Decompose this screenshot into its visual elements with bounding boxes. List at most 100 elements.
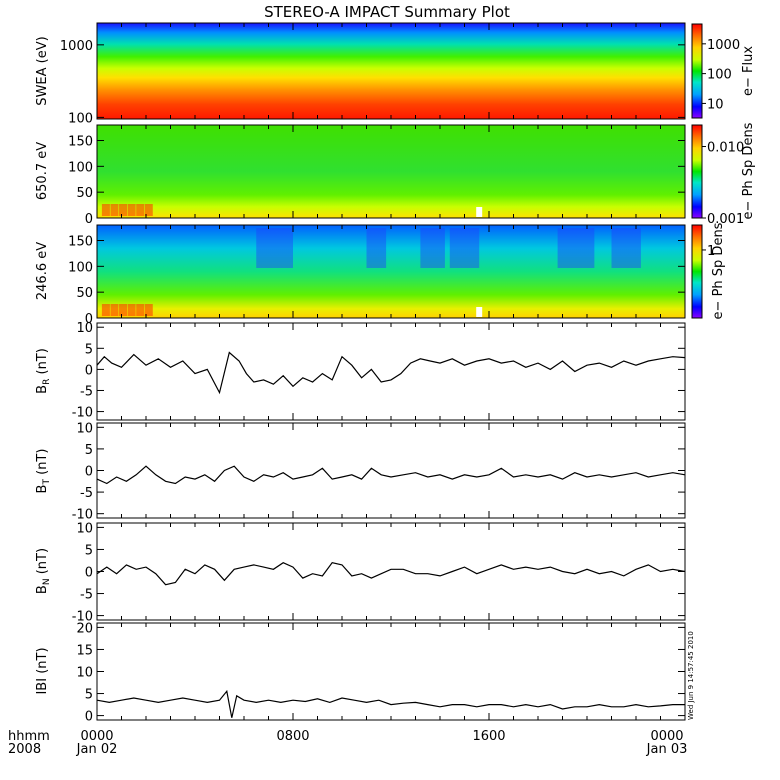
btot-ylabel-unit: (nT) (35, 647, 50, 673)
bn-ylabel: BN (nT) (35, 548, 52, 594)
pad246-depletion-1 (366, 228, 387, 268)
ytick-label-3-0: 10 (76, 321, 93, 336)
tick-time-2: 1600 (472, 729, 505, 744)
time-axis-labels: hhmm 2008 0000 Jan 02 0800 1600 0000 Jan… (8, 729, 687, 757)
panel-bt: 10 5 0 -5 -10 BT (nT) (35, 421, 686, 523)
cbtick-label-0-1: 100 (707, 68, 732, 83)
tick-date-3: Jan 03 (646, 742, 688, 757)
pad-650-axis: 150 100 50 0 (68, 135, 685, 227)
ytick-label-6-3: 5 (85, 688, 93, 703)
br-ylabel-main: B (35, 385, 50, 394)
bn-ylabel-sub: N (42, 578, 52, 585)
bn-frame (96, 522, 686, 621)
pad246-depletion-4 (557, 228, 595, 268)
btot-ylabel-main: IBI (35, 678, 50, 695)
pad-650-colorbar-axis: 0.010 0.001 (702, 141, 744, 227)
br-ylabel-sub: R (42, 379, 52, 385)
ytick-label-2-2: 50 (76, 286, 93, 301)
ytick-label-6-4: 0 (85, 710, 93, 725)
ytick-label-5-1: 5 (85, 543, 93, 558)
pad-650-ylabel: 650.7 eV (35, 142, 50, 200)
hotspot-2-2 (119, 304, 128, 316)
pad246-depletion-0 (256, 228, 293, 268)
pad-246-spectrogram (97, 225, 685, 318)
hotspot-2-5 (144, 304, 153, 316)
pad-246-colorbar-label: e− Ph Sp Dens (711, 222, 726, 319)
swea-colorbar-axis: 1000 100 10 (702, 38, 740, 112)
bn-ylabel-main: B (35, 585, 50, 594)
hotspot-2-0 (101, 304, 110, 316)
panel-bn: 10 5 0 -5 -10 BN (nT) (35, 521, 686, 625)
time-axis-title: hhmm (8, 729, 50, 744)
tick-date-0: Jan 02 (76, 742, 118, 757)
hotspot-1-3 (127, 204, 136, 216)
ytick-label-4-2: 0 (85, 465, 93, 480)
ytick-label-5-0: 10 (76, 521, 93, 536)
swea-spectrogram (97, 23, 685, 119)
bn-ylabel-unit: (nT) (35, 548, 50, 574)
hotspot-1-1 (110, 204, 119, 216)
ytick-label-3-4: -10 (72, 406, 93, 421)
ytick-label-3-3: -5 (80, 384, 93, 399)
ytick-label-4-1: 5 (85, 443, 93, 458)
ytick-label-4-4: -10 (72, 508, 93, 523)
ytick-label-3-1: 5 (85, 342, 93, 357)
ytick-label-1-2: 50 (76, 186, 93, 201)
br-trace (96, 351, 686, 395)
ytick-label-0-0: 1000 (60, 39, 93, 54)
tick-time-3: 0000 (650, 729, 683, 744)
ytick-label-1-3: 0 (85, 212, 93, 227)
tick-time-0: 0000 (80, 729, 113, 744)
br-frame (96, 322, 686, 421)
br-axis: 10 5 0 -5 -10 (72, 321, 685, 421)
ytick-label-1-1: 100 (68, 160, 93, 175)
timestamp: Wed Jun 9 14:57:45 2010 (687, 631, 695, 720)
hotspot-1-5 (144, 204, 153, 216)
bt-ylabel-main: B (35, 485, 50, 494)
tick-time-1: 0800 (276, 729, 309, 744)
swea-ylabel: SWEA (eV) (35, 36, 50, 105)
cbtick-label-0-0: 1000 (707, 38, 740, 53)
pad-650-colorbar (691, 124, 703, 219)
btot-axis: 20 15 10 5 0 (76, 621, 685, 725)
hotspot-2-1 (110, 304, 119, 316)
bn-trace (96, 562, 686, 586)
swea-axis: 1000 100 (60, 39, 685, 126)
br-ylabel: BR (nT) (35, 348, 52, 394)
pad-650-spectrogram (97, 125, 685, 218)
bt-frame (96, 422, 686, 519)
year-label: 2008 (8, 742, 41, 757)
ytick-label-6-2: 10 (76, 666, 93, 681)
panel-pad-246: 150 100 50 0 246.6 eV 1 e− Ph Sp Dens (35, 222, 726, 327)
data-gap-1 (476, 207, 483, 217)
pad-246-colorbar (691, 224, 703, 319)
plot-title: STEREO-A IMPACT Summary Plot (264, 3, 510, 21)
hotspot-1-0 (101, 204, 110, 216)
panel-br: 10 5 0 -5 -10 BR (nT) (35, 321, 686, 421)
ytick-label-5-2: 0 (85, 566, 93, 581)
ytick-label-4-0: 10 (76, 421, 93, 436)
cbtick-label-1-0: 0.010 (707, 141, 744, 156)
ytick-label-5-4: -10 (72, 610, 93, 625)
ytick-label-1-0: 150 (68, 135, 93, 150)
pad-246-colorbar-axis: 1 (702, 244, 715, 259)
swea-colorbar-label: e− Flux (741, 46, 756, 96)
data-gap-2 (476, 307, 483, 317)
bt-ylabel: BT (nT) (35, 449, 52, 494)
ytick-label-6-1: 15 (76, 643, 93, 658)
pad246-depletion-5 (611, 228, 641, 268)
ytick-label-6-0: 20 (76, 621, 93, 636)
pad-246-ylabel: 246.6 eV (35, 242, 50, 300)
cbtick-label-2-0: 1 (707, 244, 715, 259)
pad-246-axis: 150 100 50 0 (68, 235, 685, 327)
hotspot-1-4 (136, 204, 145, 216)
hotspot-1-2 (119, 204, 128, 216)
bn-axis: 10 5 0 -5 -10 (72, 521, 685, 625)
pad246-depletion-2 (420, 228, 445, 268)
cbtick-label-1-1: 0.001 (707, 212, 744, 227)
panel-swea: 1000 100 SWEA (eV) 1000 100 10 e− Flux (35, 22, 756, 126)
ytick-label-4-3: -5 (80, 486, 93, 501)
btot-ylabel: IBI (nT) (35, 647, 50, 694)
ytick-label-5-3: -5 (80, 588, 93, 603)
bt-ylabel-unit: (nT) (35, 449, 50, 475)
